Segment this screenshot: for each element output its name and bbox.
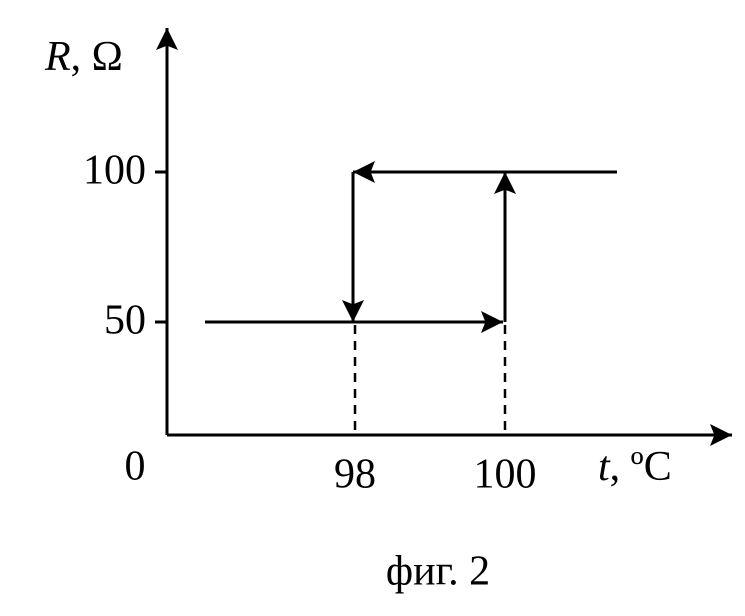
x-tick-label: 98	[334, 452, 376, 498]
origin-label: 0	[125, 444, 146, 490]
x-symbol: t	[598, 444, 611, 490]
x-tick-label: 100	[474, 452, 537, 498]
y-unit: , Ω	[71, 34, 123, 80]
y-tick-label: 50	[104, 298, 146, 344]
caption: фиг. 2	[386, 549, 490, 595]
x-axis-label: t, ºC	[598, 444, 672, 490]
y-axis-label: R, Ω	[44, 34, 123, 80]
y-symbol: R	[44, 34, 71, 80]
x-unit: , ºC	[610, 444, 672, 490]
y-tick-label: 100	[83, 148, 146, 194]
